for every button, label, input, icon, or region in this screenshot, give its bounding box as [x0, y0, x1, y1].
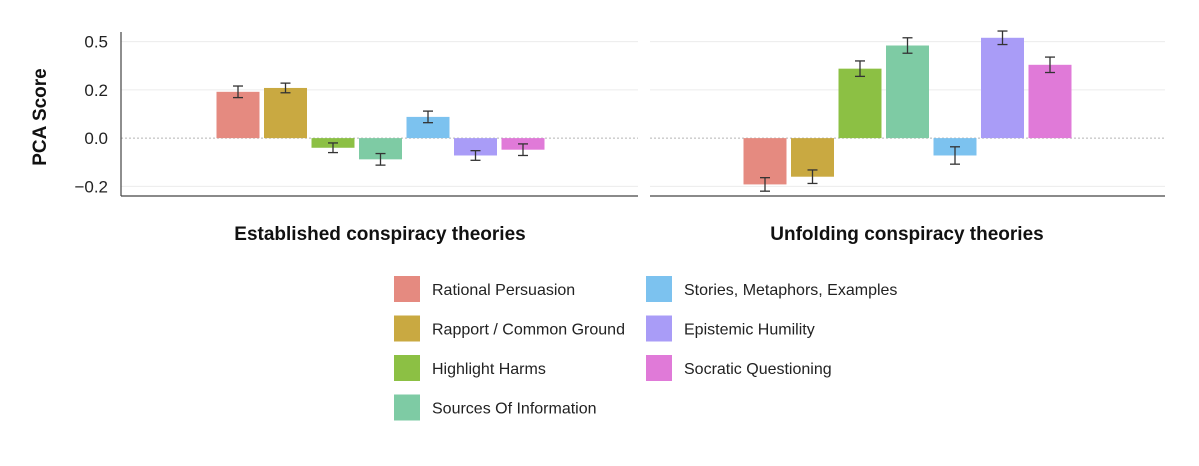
legend-label: Socratic Questioning	[684, 361, 832, 378]
legend-item: Epistemic Humility	[646, 315, 815, 342]
y-axis-label: PCA Score	[30, 68, 51, 166]
legend-swatch	[394, 276, 420, 302]
legend-swatch	[646, 276, 672, 302]
bar	[981, 37, 1024, 139]
bar	[838, 68, 882, 139]
legend-item: Highlight Harms	[394, 355, 546, 381]
y-tick-label: −0.2	[74, 177, 108, 196]
legend-item: Rapport / Common Ground	[394, 315, 625, 342]
y-tick-label: 0.0	[84, 129, 108, 148]
panel-2: Unfolding conspiracy theories	[650, 30, 1165, 245]
bar	[886, 45, 929, 139]
legend-swatch	[646, 355, 672, 381]
legend-label: Rapport / Common Ground	[432, 322, 625, 339]
legend-item: Sources Of Information	[394, 394, 597, 421]
bar	[743, 138, 787, 185]
legend-swatch	[394, 315, 420, 342]
legend-label: Sources Of Information	[432, 401, 597, 418]
bar	[1028, 64, 1072, 139]
legend-swatch	[394, 355, 420, 381]
y-tick-label: 0.2	[84, 81, 108, 100]
bar	[454, 138, 497, 156]
legend-label: Highlight Harms	[432, 361, 546, 378]
bar	[264, 87, 307, 139]
panel-1: Established conspiracy theories	[120, 32, 638, 245]
bar	[216, 91, 260, 139]
panels: 0.5 0.2 0.0 −0.2 Established conspiracy theo…	[74, 30, 1165, 245]
legend-label: Rational Persuasion	[432, 282, 575, 299]
y-axis: PCA Score	[30, 68, 51, 166]
legend-item: Rational Persuasion	[394, 276, 575, 302]
legend: Rational Persuasion Rapport / Common Grou…	[394, 276, 897, 421]
panel-title: Established conspiracy theories	[234, 224, 525, 245]
bar	[406, 116, 450, 139]
legend-label: Epistemic Humility	[684, 322, 815, 339]
y-tick-label: 0.5	[84, 33, 108, 52]
legend-label: Stories, Metaphors, Examples	[684, 282, 897, 299]
bar	[359, 138, 402, 160]
legend-item: Socratic Questioning	[646, 355, 832, 381]
legend-item: Stories, Metaphors, Examples	[646, 276, 897, 302]
panel-title: Unfolding conspiracy theories	[770, 224, 1043, 245]
legend-swatch	[646, 315, 672, 342]
legend-swatch	[394, 394, 420, 421]
